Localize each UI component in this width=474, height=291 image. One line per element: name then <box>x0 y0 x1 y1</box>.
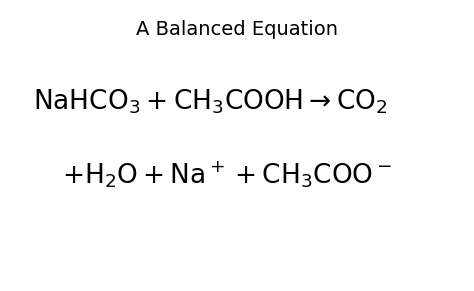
Text: $\mathsf{NaHCO_3 + CH_3COOH \rightarrow CO_2}$: $\mathsf{NaHCO_3 + CH_3COOH \rightarrow … <box>33 88 388 116</box>
Text: A Balanced Equation: A Balanced Equation <box>136 20 338 39</box>
Text: $\mathsf{+ H_2O + Na^+ + CH_3COO^-}$: $\mathsf{+ H_2O + Na^+ + CH_3COO^-}$ <box>62 159 392 190</box>
